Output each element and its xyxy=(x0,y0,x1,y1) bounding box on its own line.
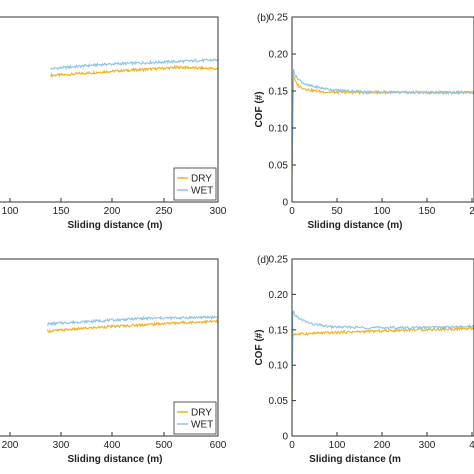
x-tick-label: 100 xyxy=(2,206,19,217)
series-wet-line xyxy=(46,314,218,327)
series-wet-line xyxy=(50,57,218,71)
plot-frame xyxy=(291,258,474,437)
legend-box xyxy=(173,401,217,435)
y-tick-label: 0 xyxy=(282,198,288,209)
x-tick-label: 2 xyxy=(469,206,474,217)
x-axis-label: Sliding distance (m xyxy=(309,454,401,465)
chart-panel-3: 200 300 400 500 600 Sliding distance (m) DRYWE… xyxy=(0,258,227,465)
x-tick-label: 200 xyxy=(2,440,19,451)
x-tick-label: 300 xyxy=(210,206,227,217)
chart-panel-2: 0 50 100 150 2 0 0.05 0.10 0.15 0.20 0.25 Sliding d… xyxy=(254,13,474,231)
y-tick-label: 0.05 xyxy=(269,396,289,407)
panel-letter: (b) xyxy=(257,13,269,24)
y-tick-label: 0 xyxy=(282,432,288,443)
series-dry-line xyxy=(46,318,218,333)
y-tick-label: 0.15 xyxy=(269,325,289,336)
x-tick-label: 400 xyxy=(104,440,121,451)
legend-box xyxy=(173,167,217,201)
chart-panel-1: 100 150 200 250 300 Sliding distance (m) DRYWE… xyxy=(0,16,227,231)
y-tick-label: 0.15 xyxy=(269,87,289,98)
legend-entry: DRY xyxy=(191,408,212,419)
y-tick-label: 0.10 xyxy=(269,361,289,372)
y-tick-label: 0.20 xyxy=(269,50,289,61)
x-tick-label: 0 xyxy=(289,206,295,217)
series-2-line xyxy=(292,68,474,173)
x-tick-label: 200 xyxy=(104,206,121,217)
x-tick-label: 300 xyxy=(419,440,436,451)
x-tick-label: 50 xyxy=(331,206,343,217)
x-axis-label: Sliding distance (m) xyxy=(67,220,162,231)
y-tick-label: 0.10 xyxy=(269,124,289,135)
x-axis-label: Sliding distance (m) xyxy=(307,220,402,231)
panel-letter: (d) xyxy=(257,255,269,266)
plot-frame xyxy=(291,16,474,203)
series-2-line xyxy=(292,310,474,408)
y-tick-label: 0.20 xyxy=(269,290,289,301)
series-1-line xyxy=(292,326,474,408)
y-axis-label: COF (#) xyxy=(254,329,265,365)
legend-entry: WET xyxy=(191,186,213,197)
y-tick-label: 0.25 xyxy=(269,13,289,24)
chart-panel-4: 0 100 200 300 4 0 0.05 0.10 0.15 0.20 0.25 Sliding … xyxy=(254,255,474,465)
x-axis-label: Sliding distance (m) xyxy=(67,454,162,465)
y-tick-label: 0.05 xyxy=(269,161,289,172)
x-tick-label: 0 xyxy=(289,440,295,451)
legend-entry: WET xyxy=(191,420,213,431)
x-tick-label: 200 xyxy=(374,440,391,451)
x-tick-label: 300 xyxy=(53,440,70,451)
x-tick-label: 100 xyxy=(374,206,391,217)
x-tick-label: 150 xyxy=(419,206,436,217)
x-tick-label: 600 xyxy=(210,440,227,451)
plot-frame xyxy=(0,16,219,203)
y-tick-label: 0.25 xyxy=(269,255,289,266)
plot-frame xyxy=(0,258,219,437)
x-tick-label: 4 xyxy=(469,440,474,451)
x-tick-label: 150 xyxy=(53,206,70,217)
x-tick-label: 500 xyxy=(156,440,173,451)
x-tick-label: 100 xyxy=(329,440,346,451)
x-tick-label: 250 xyxy=(156,206,173,217)
y-axis-label: COF (#) xyxy=(254,91,265,127)
legend-entry: DRY xyxy=(191,174,212,185)
series-dry-line xyxy=(50,65,218,78)
